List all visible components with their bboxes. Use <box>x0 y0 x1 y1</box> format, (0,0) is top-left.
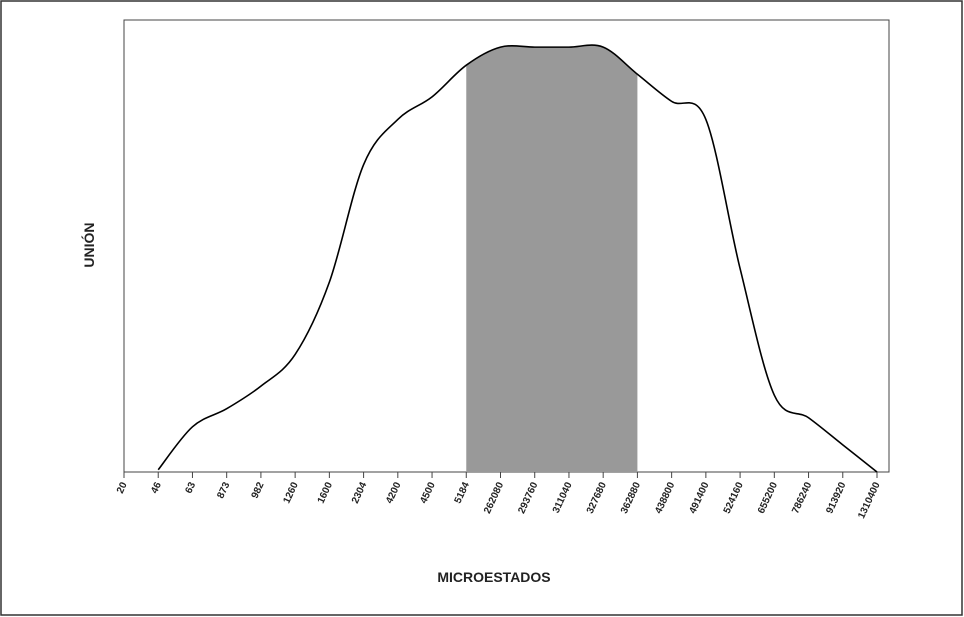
x-tick-label: 46 <box>149 480 164 495</box>
shaded-area <box>466 45 638 472</box>
y-axis-label: UNIÓN <box>80 222 97 267</box>
line <box>157 44 878 473</box>
x-axis-label: MICROESTADOS <box>437 569 550 585</box>
x-tick-label: 63 <box>184 480 199 495</box>
x-tick-label: 20 <box>115 480 130 495</box>
